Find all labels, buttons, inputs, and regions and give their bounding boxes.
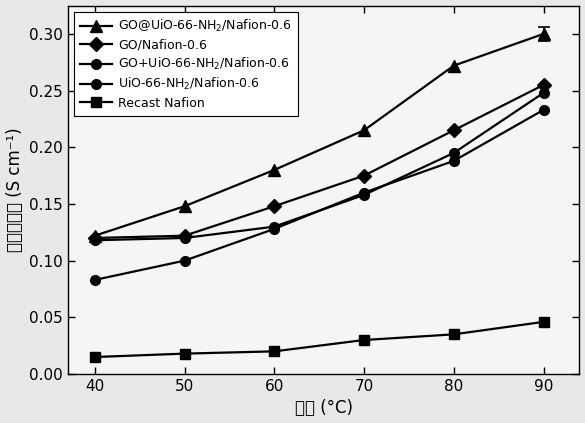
Recast Nafion (271, 349, 278, 354)
UiO-66-NH$_2$/Nafion-0.6 (91, 277, 98, 283)
UiO-66-NH$_2$/Nafion-0.6 (360, 190, 367, 195)
GO/Nafion-0.6 (360, 173, 367, 178)
Recast Nafion (360, 338, 367, 343)
GO@UiO-66-NH$_2$/Nafion-0.6 (360, 128, 367, 133)
Recast Nafion (540, 319, 547, 324)
GO+UiO-66-NH$_2$/Nafion-0.6 (360, 192, 367, 198)
GO/Nafion-0.6 (540, 82, 547, 88)
Line: Recast Nafion: Recast Nafion (90, 317, 548, 362)
GO/Nafion-0.6 (450, 128, 457, 133)
GO+UiO-66-NH$_2$/Nafion-0.6 (91, 238, 98, 243)
Y-axis label: 质子传导率 (S cm⁻¹): 质子传导率 (S cm⁻¹) (5, 127, 23, 252)
Recast Nafion (450, 332, 457, 337)
GO@UiO-66-NH$_2$/Nafion-0.6 (540, 31, 547, 36)
UiO-66-NH$_2$/Nafion-0.6 (181, 258, 188, 263)
GO/Nafion-0.6 (91, 236, 98, 241)
GO+UiO-66-NH$_2$/Nafion-0.6 (450, 151, 457, 156)
GO+UiO-66-NH$_2$/Nafion-0.6 (181, 236, 188, 241)
UiO-66-NH$_2$/Nafion-0.6 (540, 107, 547, 113)
X-axis label: 温度 (°C): 温度 (°C) (295, 399, 353, 418)
GO/Nafion-0.6 (181, 233, 188, 238)
Line: GO/Nafion-0.6: GO/Nafion-0.6 (90, 80, 548, 243)
Line: GO+UiO-66-NH$_2$/Nafion-0.6: GO+UiO-66-NH$_2$/Nafion-0.6 (90, 88, 548, 245)
GO+UiO-66-NH$_2$/Nafion-0.6 (271, 224, 278, 229)
UiO-66-NH$_2$/Nafion-0.6 (271, 226, 278, 231)
GO@UiO-66-NH$_2$/Nafion-0.6 (91, 233, 98, 238)
Line: UiO-66-NH$_2$/Nafion-0.6: UiO-66-NH$_2$/Nafion-0.6 (90, 105, 548, 285)
GO@UiO-66-NH$_2$/Nafion-0.6 (181, 204, 188, 209)
Recast Nafion (91, 354, 98, 360)
GO@UiO-66-NH$_2$/Nafion-0.6 (271, 168, 278, 173)
GO@UiO-66-NH$_2$/Nafion-0.6 (450, 63, 457, 68)
Recast Nafion (181, 351, 188, 356)
Line: GO@UiO-66-NH$_2$/Nafion-0.6: GO@UiO-66-NH$_2$/Nafion-0.6 (90, 28, 549, 241)
GO+UiO-66-NH$_2$/Nafion-0.6 (540, 91, 547, 96)
UiO-66-NH$_2$/Nafion-0.6 (450, 158, 457, 163)
GO/Nafion-0.6 (271, 204, 278, 209)
Legend: GO@UiO-66-NH$_2$/Nafion-0.6, GO/Nafion-0.6, GO+UiO-66-NH$_2$/Nafion-0.6, UiO-66-: GO@UiO-66-NH$_2$/Nafion-0.6, GO/Nafion-0… (74, 12, 298, 116)
